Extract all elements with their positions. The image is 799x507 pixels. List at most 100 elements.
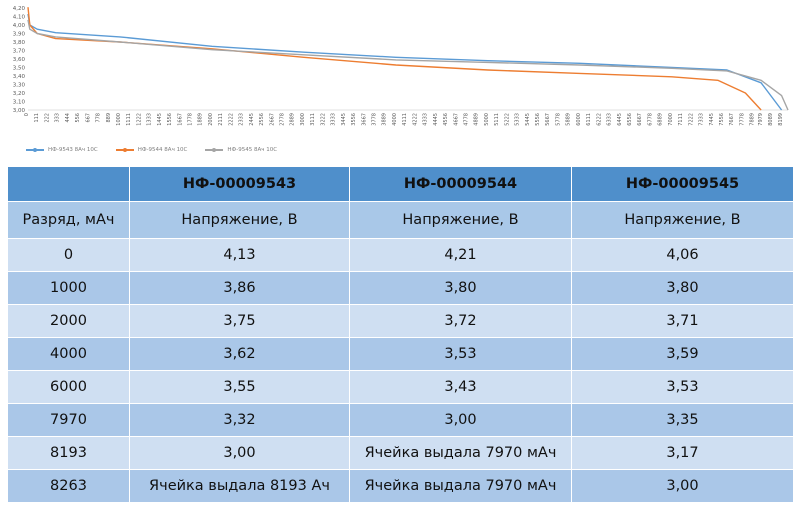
legend-item-series-2: НФ-9544 8Ач 10С	[115, 147, 188, 153]
y-tick-label: 3,60	[13, 57, 26, 63]
x-tick-label: 5111	[494, 113, 500, 126]
table-cell: 3,75	[129, 304, 350, 338]
table-cell: 3,71	[571, 304, 794, 338]
x-tick-label: 5889	[566, 113, 572, 126]
x-tick-label: 889	[106, 113, 112, 123]
header-cell-9545: НФ-00009545	[571, 166, 794, 202]
subheader-voltage-9545: Напряжение, В	[571, 201, 794, 239]
x-tick-label: 4556	[443, 113, 449, 126]
chart-legend: НФ-9543 8Ач 10С НФ-9544 8Ач 10С НФ-9545 …	[26, 147, 277, 153]
x-tick-label: 3667	[361, 113, 367, 126]
x-tick-label: 3000	[300, 113, 306, 126]
table-cell: 3,86	[129, 271, 350, 305]
table-cell: 0	[7, 238, 130, 272]
series-line-2	[27, 7, 762, 111]
x-tick-label: 7111	[678, 113, 684, 126]
legend-item-series-1: НФ-9543 8Ач 10С	[26, 147, 98, 153]
table-cell: 3,59	[571, 337, 794, 371]
y-tick-label: 3,90	[13, 32, 26, 38]
table-cell: 3,35	[571, 403, 794, 437]
x-tick-label: 1889	[198, 113, 204, 126]
table-cell: 3,53	[571, 370, 794, 404]
header-cell-9544: НФ-00009544	[349, 166, 572, 202]
x-tick-label: 2889	[290, 113, 296, 126]
table-cell: 7970	[7, 403, 130, 437]
x-tick-label: 1778	[188, 113, 194, 126]
table-row: 2000 3,75 3,72 3,71	[7, 304, 794, 338]
table-row: 1000 3,86 3,80 3,80	[7, 271, 794, 305]
x-tick-label: 5445	[525, 113, 531, 126]
table-row: 0 4,13 4,21 4,06	[7, 238, 794, 272]
y-tick-label: 3,80	[13, 40, 26, 46]
table-cell: 4,13	[129, 238, 350, 272]
x-tick-label: 3445	[341, 113, 347, 126]
table-cell: 3,17	[571, 436, 794, 470]
x-tick-label: 4000	[392, 113, 398, 126]
x-tick-label: 2556	[259, 113, 265, 126]
table-cell: Ячейка выдала 8193 Ач	[129, 469, 350, 503]
series-line-3	[27, 19, 789, 111]
table-cell: Ячейка выдала 7970 мАч	[349, 436, 572, 470]
x-tick-label: 6556	[627, 113, 633, 126]
x-tick-label: 3889	[382, 113, 388, 126]
table-cell: 3,80	[571, 271, 794, 305]
table-cell: 3,53	[349, 337, 572, 371]
table-cell: 4000	[7, 337, 130, 371]
chart-plot: 4,20 4,10 4,00 3,90 3,80 3,70 3,60 3,50 3,40 3,30…	[13, 6, 789, 126]
x-tick-label: 6889	[658, 113, 664, 126]
x-tick-label: 8199	[778, 113, 784, 126]
legend-swatch-series-1	[26, 148, 44, 152]
table-cell: 3,72	[349, 304, 572, 338]
x-tick-label: 1445	[157, 113, 163, 126]
table-row: 7970 3,32 3,00 3,35	[7, 403, 794, 437]
x-tick-label: 444	[65, 113, 71, 123]
y-tick-label: 3,10	[13, 100, 26, 106]
table-cell: 3,32	[129, 403, 350, 437]
subheader-voltage-9543: Напряжение, В	[129, 201, 350, 239]
x-tick-label: 2667	[269, 113, 275, 126]
x-tick-label: 2778	[280, 113, 286, 126]
legend-label-series-2: НФ-9544 8Ач 10С	[137, 147, 188, 153]
x-tick-label: 4445	[433, 113, 439, 126]
x-tick-label: 3111	[310, 113, 316, 126]
header-cell-9543: НФ-00009543	[129, 166, 350, 202]
voltage-discharge-chart: 4,20 4,10 4,00 3,90 3,80 3,70 3,60 3,50 3,40 3,30…	[0, 0, 799, 160]
table-cell: 8193	[7, 436, 130, 470]
x-tick-label: 1333	[147, 113, 153, 126]
x-tick-label: 667	[85, 113, 91, 123]
x-tick-label: 2445	[249, 113, 255, 126]
x-tick-label: 1111	[126, 113, 132, 126]
x-tick-label: 7556	[719, 113, 725, 126]
y-tick-label: 3,20	[13, 91, 26, 97]
y-tick-label: 4,20	[13, 6, 26, 12]
x-tick-label: 4333	[423, 113, 429, 126]
x-tick-label: 7889	[750, 113, 756, 126]
x-tick-label: 556	[75, 113, 81, 123]
x-tick-label: 5000	[484, 113, 490, 126]
x-tick-label: 333	[55, 113, 61, 123]
x-tick-label: 3333	[331, 113, 337, 126]
voltage-table-container: НФ-00009543 НФ-00009544 НФ-00009545 Разр…	[7, 166, 794, 503]
table-cell: 8263	[7, 469, 130, 503]
x-tick-label: 2333	[239, 113, 245, 126]
x-tick-label: 2111	[218, 113, 224, 126]
table-row: 4000 3,62 3,53 3,59	[7, 337, 794, 371]
table-subheader-row: Разряд, мАч Напряжение, В Напряжение, В …	[7, 201, 794, 239]
x-tick-label: 4667	[453, 113, 459, 126]
table-cell: 3,00	[349, 403, 572, 437]
legend-swatch-series-2	[115, 148, 134, 152]
x-tick-label: 6445	[617, 113, 623, 126]
y-tick-label: 3,50	[13, 66, 26, 72]
y-tick-label: 3,70	[13, 49, 26, 55]
subheader-discharge: Разряд, мАч	[7, 201, 130, 239]
table-cell: 3,62	[129, 337, 350, 371]
table-cell: 6000	[7, 370, 130, 404]
x-tick-label: 778	[96, 113, 102, 123]
table-cell: 3,00	[129, 436, 350, 470]
x-tick-label: 1667	[177, 113, 183, 126]
x-tick-label: 6778	[647, 113, 653, 126]
x-tick-label: 6111	[586, 113, 592, 126]
x-tick-label: 5556	[535, 113, 541, 126]
x-tick-label: 3222	[320, 113, 326, 126]
x-tick-label: 2222	[228, 113, 234, 126]
